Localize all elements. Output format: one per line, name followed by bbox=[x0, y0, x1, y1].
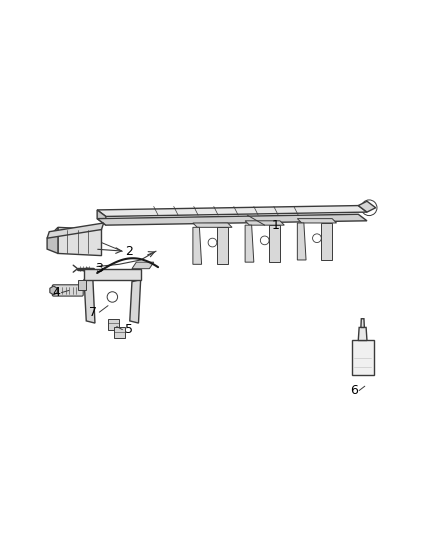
Polygon shape bbox=[84, 277, 95, 323]
Polygon shape bbox=[358, 201, 376, 212]
Polygon shape bbox=[47, 223, 104, 238]
Polygon shape bbox=[50, 286, 57, 295]
Text: 2: 2 bbox=[125, 245, 133, 258]
Polygon shape bbox=[97, 210, 106, 225]
Text: 4: 4 bbox=[52, 286, 60, 299]
Polygon shape bbox=[132, 262, 154, 269]
Polygon shape bbox=[193, 223, 232, 228]
Polygon shape bbox=[84, 269, 141, 279]
Polygon shape bbox=[358, 327, 367, 341]
FancyBboxPatch shape bbox=[52, 285, 83, 296]
Polygon shape bbox=[108, 319, 119, 329]
Polygon shape bbox=[297, 219, 336, 223]
Polygon shape bbox=[114, 327, 124, 338]
Polygon shape bbox=[58, 228, 102, 256]
Polygon shape bbox=[78, 279, 86, 290]
Polygon shape bbox=[97, 206, 367, 216]
Polygon shape bbox=[47, 228, 58, 254]
Polygon shape bbox=[245, 225, 254, 262]
Polygon shape bbox=[97, 214, 367, 225]
Polygon shape bbox=[245, 221, 284, 225]
Text: 1: 1 bbox=[271, 219, 279, 232]
Text: 6: 6 bbox=[350, 384, 358, 397]
Text: 5: 5 bbox=[125, 323, 134, 336]
Polygon shape bbox=[361, 319, 364, 327]
Polygon shape bbox=[217, 228, 228, 264]
Polygon shape bbox=[321, 223, 332, 260]
Polygon shape bbox=[130, 279, 141, 323]
Polygon shape bbox=[352, 341, 374, 375]
Text: 7: 7 bbox=[89, 306, 97, 319]
Text: 3: 3 bbox=[95, 262, 103, 275]
Polygon shape bbox=[297, 223, 306, 260]
Polygon shape bbox=[193, 228, 201, 264]
Polygon shape bbox=[269, 225, 280, 262]
